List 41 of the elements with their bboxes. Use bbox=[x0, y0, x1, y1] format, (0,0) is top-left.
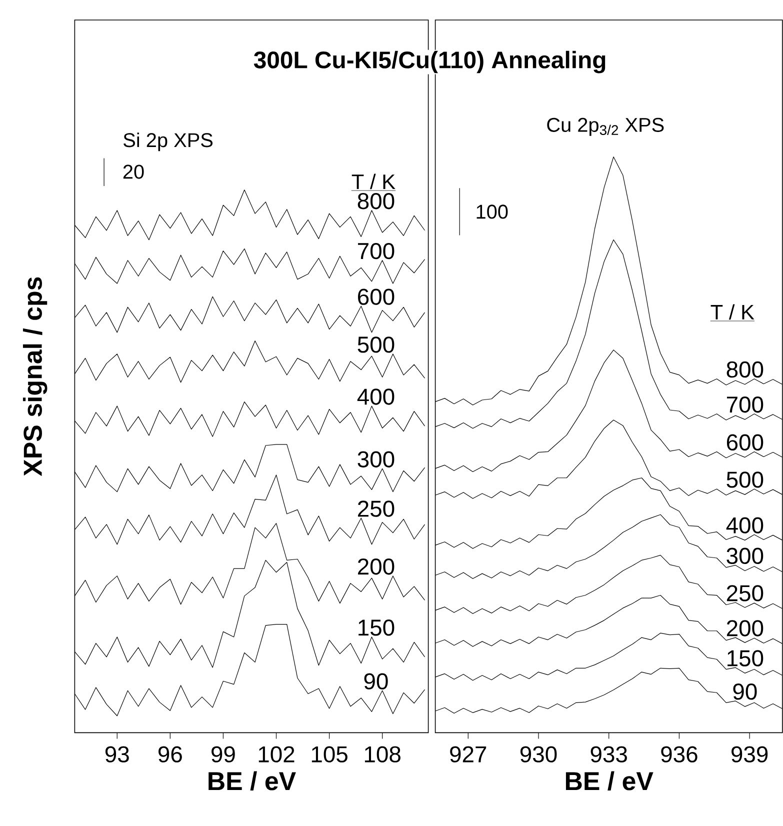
chart-subtitle: Cu 2p$_{3/2}$ XPS bbox=[547, 118, 664, 136]
x-axis-title: BE / eV bbox=[566, 771, 654, 791]
x-tick-label: 930 bbox=[520, 746, 557, 762]
series-label: 800 bbox=[726, 361, 764, 378]
x-tick-label: 99 bbox=[212, 746, 235, 762]
series-label: 700 bbox=[358, 242, 394, 260]
series-label: 90 bbox=[733, 684, 757, 700]
series-label: 400 bbox=[726, 517, 764, 534]
chart-title: 300L Cu-KI5/Cu(110) Annealing bbox=[254, 50, 606, 74]
legend-title: T / K bbox=[352, 174, 396, 190]
text: 20 bbox=[123, 164, 144, 179]
series-label: 250 bbox=[726, 585, 764, 602]
series-label: 150 bbox=[358, 620, 394, 636]
legend-title: T / K bbox=[710, 304, 754, 320]
series-label: 600 bbox=[358, 288, 394, 305]
series-label: 500 bbox=[726, 472, 764, 488]
series-label: 250 bbox=[358, 500, 394, 517]
x-tick-label: 96 bbox=[158, 746, 182, 762]
series-label: 300 bbox=[726, 548, 764, 564]
annotation: 100 bbox=[476, 204, 508, 219]
x-axis-title: BE / eV bbox=[208, 771, 296, 791]
legend-label: 800 bbox=[358, 192, 394, 210]
series-label: 400 bbox=[357, 388, 394, 405]
y-axis-title: XPS signal / cps bbox=[22, 277, 48, 476]
series-label: 90 bbox=[364, 673, 388, 690]
x-tick-label: 936 bbox=[661, 746, 698, 762]
series-label: 700 bbox=[726, 396, 764, 413]
series-label: 300 bbox=[358, 451, 394, 468]
x-tick-label: 93 bbox=[105, 746, 129, 762]
series-label: 200 bbox=[358, 558, 394, 575]
x-tick-label: 108 bbox=[364, 746, 400, 762]
series-label: 200 bbox=[726, 620, 764, 636]
series-label: 600 bbox=[726, 434, 764, 451]
x-tick-label: 927 bbox=[450, 746, 486, 762]
series-label: 500 bbox=[358, 336, 394, 353]
x-tick-label: 105 bbox=[312, 746, 348, 762]
x-tick-label: 102 bbox=[258, 746, 294, 762]
x-tick-label: 933 bbox=[590, 746, 627, 762]
x-tick-label: 939 bbox=[732, 746, 768, 762]
series-label: 150 bbox=[728, 650, 764, 666]
chart-subtitle: Si 2p XPS bbox=[124, 132, 213, 152]
